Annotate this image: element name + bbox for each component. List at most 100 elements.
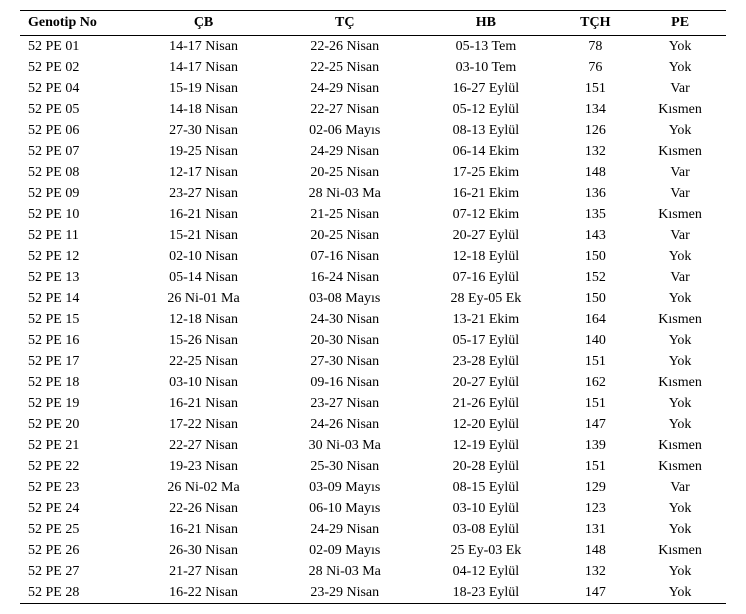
table-cell: 151 [557,456,635,477]
table-cell: 25 Ey-03 Ek [415,540,556,561]
table-cell: Yok [634,498,726,519]
table-cell: 22-25 Nisan [133,351,274,372]
table-cell: 07-16 Eylül [415,267,556,288]
table-cell: 12-18 Nisan [133,309,274,330]
table-cell: 15-19 Nisan [133,78,274,99]
table-cell: Kısmen [634,204,726,225]
table-row: 52 PE 1426 Ni-01 Ma03-08 Mayıs28 Ey-05 E… [20,288,726,309]
table-cell: 17-25 Ekim [415,162,556,183]
table-cell: Kısmen [634,435,726,456]
table-cell: 16-27 Eylül [415,78,556,99]
table-cell: 21-26 Eylül [415,393,556,414]
table-cell: 52 PE 02 [20,57,133,78]
table-cell: 22-27 Nisan [274,99,415,120]
table-cell: Yok [634,288,726,309]
table-cell: 21-27 Nisan [133,561,274,582]
table-cell: Yok [634,561,726,582]
col-header-tc: TÇ [274,11,415,36]
table-cell: 14-17 Nisan [133,57,274,78]
table-cell: 16-22 Nisan [133,582,274,604]
table-cell: 28 Ni-03 Ma [274,561,415,582]
table-cell: Yok [634,414,726,435]
table-cell: Kısmen [634,99,726,120]
col-header-tch: TÇH [557,11,635,36]
table-cell: 52 PE 09 [20,183,133,204]
table-cell: 03-10 Nisan [133,372,274,393]
table-cell: 52 PE 23 [20,477,133,498]
table-cell: 20-28 Eylül [415,456,556,477]
table-cell: 152 [557,267,635,288]
table-row: 52 PE 2422-26 Nisan06-10 Mayıs03-10 Eylü… [20,498,726,519]
table-row: 52 PE 1916-21 Nisan23-27 Nisan21-26 Eylü… [20,393,726,414]
table-cell: 123 [557,498,635,519]
table-cell: 52 PE 15 [20,309,133,330]
table-cell: 148 [557,162,635,183]
table-cell: 24-29 Nisan [274,141,415,162]
table-cell: Var [634,477,726,498]
table-row: 52 PE 1115-21 Nisan20-25 Nisan20-27 Eylü… [20,225,726,246]
table-cell: 12-17 Nisan [133,162,274,183]
table-cell: 19-25 Nisan [133,141,274,162]
table-row: 52 PE 2816-22 Nisan23-29 Nisan18-23 Eylü… [20,582,726,604]
table-cell: Kısmen [634,372,726,393]
table-cell: Yok [634,246,726,267]
table-row: 52 PE 1615-26 Nisan20-30 Nisan05-17 Eylü… [20,330,726,351]
table-row: 52 PE 2721-27 Nisan28 Ni-03 Ma04-12 Eylü… [20,561,726,582]
table-cell: 52 PE 16 [20,330,133,351]
table-cell: 134 [557,99,635,120]
table-cell: 22-26 Nisan [133,498,274,519]
table-cell: 30 Ni-03 Ma [274,435,415,456]
table-cell: 24-26 Nisan [274,414,415,435]
table-cell: 03-08 Mayıs [274,288,415,309]
table-cell: 16-24 Nisan [274,267,415,288]
table-cell: 20-25 Nisan [274,162,415,183]
table-cell: Yok [634,120,726,141]
table-row: 52 PE 2219-23 Nisan25-30 Nisan20-28 Eylü… [20,456,726,477]
table-cell: 03-08 Eylül [415,519,556,540]
table-cell: Var [634,183,726,204]
table-cell: 150 [557,246,635,267]
table-cell: 06-10 Mayıs [274,498,415,519]
table-cell: Yok [634,582,726,604]
table-cell: 20-30 Nisan [274,330,415,351]
table-cell: 03-09 Mayıs [274,477,415,498]
table-cell: 08-13 Eylül [415,120,556,141]
table-row: 52 PE 1803-10 Nisan09-16 Nisan20-27 Eylü… [20,372,726,393]
table-cell: Kısmen [634,456,726,477]
table-row: 52 PE 2326 Ni-02 Ma03-09 Mayıs08-15 Eylü… [20,477,726,498]
table-row: 52 PE 0627-30 Nisan02-06 Mayıs08-13 Eylü… [20,120,726,141]
table-cell: 23-27 Nisan [133,183,274,204]
table-cell: 126 [557,120,635,141]
table-cell: 14-17 Nisan [133,36,274,58]
table-cell: 52 PE 11 [20,225,133,246]
table-cell: Var [634,267,726,288]
table-cell: 129 [557,477,635,498]
table-cell: 151 [557,78,635,99]
table-cell: 52 PE 22 [20,456,133,477]
table-cell: 52 PE 10 [20,204,133,225]
table-cell: 15-26 Nisan [133,330,274,351]
table-row: 52 PE 1305-14 Nisan16-24 Nisan07-16 Eylü… [20,267,726,288]
table-cell: 52 PE 27 [20,561,133,582]
table-row: 52 PE 2626-30 Nisan02-09 Mayıs25 Ey-03 E… [20,540,726,561]
table-cell: Yok [634,36,726,58]
table-cell: 22-27 Nisan [133,435,274,456]
table-cell: 139 [557,435,635,456]
table-cell: 06-14 Ekim [415,141,556,162]
table-cell: 05-13 Tem [415,36,556,58]
table-cell: Kısmen [634,141,726,162]
table-cell: 27-30 Nisan [274,351,415,372]
table-header-row: Genotip No ÇB TÇ HB TÇH PE [20,11,726,36]
table-row: 52 PE 1512-18 Nisan24-30 Nisan13-21 Ekim… [20,309,726,330]
table-cell: 52 PE 12 [20,246,133,267]
table-cell: 52 PE 24 [20,498,133,519]
table-row: 52 PE 0719-25 Nisan24-29 Nisan06-14 Ekim… [20,141,726,162]
table-cell: 28 Ni-03 Ma [274,183,415,204]
table-cell: 162 [557,372,635,393]
table-cell: 15-21 Nisan [133,225,274,246]
table-cell: 148 [557,540,635,561]
table-cell: 16-21 Ekim [415,183,556,204]
table-row: 52 PE 2122-27 Nisan30 Ni-03 Ma12-19 Eylü… [20,435,726,456]
table-cell: 14-18 Nisan [133,99,274,120]
table-cell: 07-12 Ekim [415,204,556,225]
